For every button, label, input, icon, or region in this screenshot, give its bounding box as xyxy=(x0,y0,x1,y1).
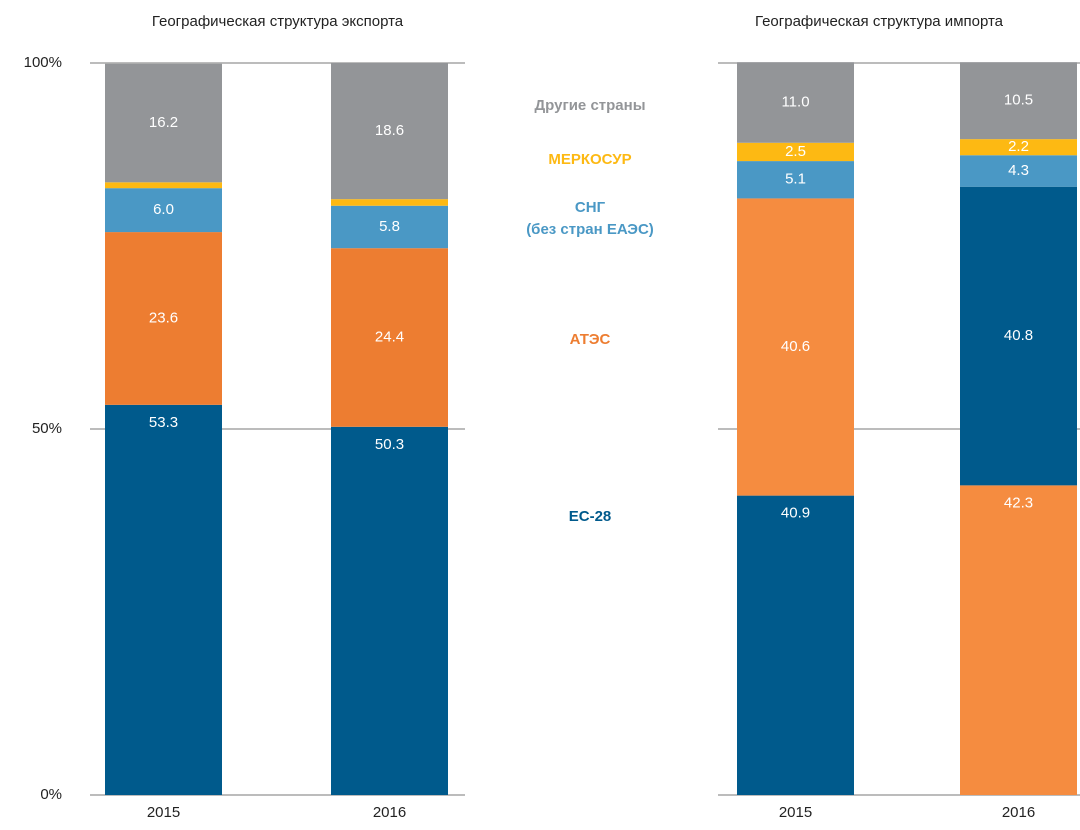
value-label: 2.2 xyxy=(1008,138,1029,155)
bar-segment xyxy=(331,63,448,200)
value-label: 40.9 xyxy=(781,505,810,522)
value-label: 6.0 xyxy=(153,201,174,218)
bar-segment xyxy=(737,161,854,199)
value-label: 16.2 xyxy=(149,114,178,131)
value-label: 5.1 xyxy=(785,171,806,188)
value-label: 24.4 xyxy=(375,328,404,345)
value-label: 2.5 xyxy=(785,143,806,160)
x-tick-label: 2015 xyxy=(147,804,180,821)
legend-item: АТЭС xyxy=(569,331,611,348)
bar-segment xyxy=(105,182,222,189)
chart-title: Географическая структура импорта xyxy=(755,13,1004,30)
bar-segment xyxy=(960,139,1077,156)
bar-segment xyxy=(331,248,448,427)
bar-segment xyxy=(960,485,1077,795)
legend-item: Другие страны xyxy=(534,97,646,114)
x-tick-label: 2015 xyxy=(779,804,812,821)
value-label: 42.3 xyxy=(1004,494,1033,511)
bar-segment xyxy=(105,232,222,405)
bar-segment xyxy=(331,205,448,249)
bar-segment xyxy=(737,142,854,162)
value-label: 11.0 xyxy=(781,93,809,110)
chart-title: Географическая структура экспорта xyxy=(152,13,404,30)
y-tick-label: 50% xyxy=(32,420,62,437)
bar-segment xyxy=(960,155,1077,187)
value-label: 10.5 xyxy=(1004,92,1033,109)
bar-segment xyxy=(737,495,854,795)
bar-segment xyxy=(960,186,1077,486)
bar-segment xyxy=(105,188,222,233)
value-label: 40.6 xyxy=(781,338,810,355)
value-label: 53.3 xyxy=(149,414,178,431)
x-tick-label: 2016 xyxy=(1002,804,1035,821)
bar-segment xyxy=(105,63,222,183)
bar-segment xyxy=(105,404,222,795)
value-label: 23.6 xyxy=(149,309,178,326)
bar-segment xyxy=(331,426,448,795)
bar-segment xyxy=(331,199,448,206)
bar-segment xyxy=(737,198,854,496)
x-tick-label: 2016 xyxy=(373,804,406,821)
value-label: 5.8 xyxy=(379,218,400,235)
bar-segment xyxy=(960,62,1077,140)
legend-item: МЕРКОСУР xyxy=(548,151,632,168)
value-label: 4.3 xyxy=(1008,162,1029,179)
legend-item: ЕС-28 xyxy=(568,508,612,525)
legend-item: СНГ (без стран ЕАЭС) xyxy=(526,199,654,238)
y-tick-label: 0% xyxy=(40,786,62,803)
value-label: 18.6 xyxy=(375,122,404,139)
value-label: 40.8 xyxy=(1004,327,1033,344)
bar-segment xyxy=(737,62,854,143)
y-tick-label: 100% xyxy=(24,54,62,71)
value-label: 50.3 xyxy=(375,436,404,453)
